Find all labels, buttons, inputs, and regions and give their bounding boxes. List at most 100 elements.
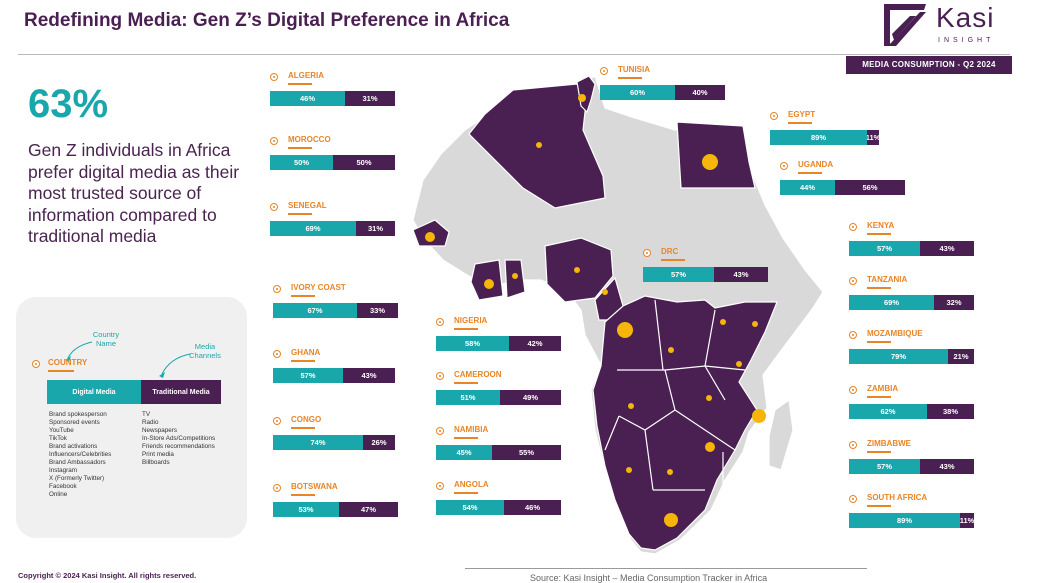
location-pin-icon — [849, 495, 857, 503]
map-region-madagascar — [768, 398, 794, 471]
dot-mozambique — [752, 409, 766, 423]
stacked-bar: 89%11% — [770, 130, 879, 145]
legend-item: Sponsored events — [49, 419, 100, 426]
location-pin-icon — [600, 67, 608, 75]
country-underline — [867, 287, 891, 289]
country-block: ZAMBIA 62% 38% — [849, 384, 974, 426]
dot-ghana — [512, 273, 518, 279]
location-pin-icon — [436, 482, 444, 490]
country-underline — [454, 328, 478, 330]
country-name: DRC — [661, 247, 679, 256]
country-block: BOTSWANA 53% 47% — [273, 482, 398, 524]
legend-panel — [16, 297, 247, 538]
footer-source: Source: Kasi Insight – Media Consumption… — [530, 573, 768, 583]
bar-segment-digital: 79% — [849, 349, 948, 364]
stacked-bar: 89%11% — [849, 513, 974, 528]
country-underline — [867, 341, 891, 343]
location-pin-icon — [273, 350, 281, 358]
legend-traditional-label: Traditional Media — [141, 380, 221, 404]
stacked-bar: 45% 55% — [436, 445, 561, 460]
bar-segment-digital: 57% — [643, 267, 714, 282]
africa-map — [412, 75, 824, 555]
dot-congo — [617, 322, 633, 338]
country-name: ANGOLA — [454, 480, 489, 489]
country-underline — [291, 427, 315, 429]
legend-digital-list: Brand spokesperson Sponsored events YouTub… — [49, 411, 111, 499]
dot-kenya — [752, 321, 758, 327]
country-underline — [288, 83, 312, 85]
legend-item: Brand Ambassadors — [49, 459, 106, 466]
location-pin-icon — [780, 162, 788, 170]
legend-location-icon — [32, 360, 40, 368]
bar-segment-traditional: 43% — [714, 267, 768, 282]
legend-item: Billboards — [142, 459, 170, 466]
bar-segment-digital: 51% — [436, 390, 500, 405]
legend-item: YouTube — [49, 427, 74, 434]
bar-segment-digital: 58% — [436, 336, 509, 351]
country-name: SOUTH AFRICA — [867, 493, 928, 502]
location-pin-icon — [436, 318, 444, 326]
map-region-central-south — [592, 295, 778, 551]
location-pin-icon — [270, 137, 278, 145]
country-name: CONGO — [291, 415, 322, 424]
stacked-bar: 53% 47% — [273, 502, 398, 517]
location-pin-icon — [849, 277, 857, 285]
stacked-bar: 60% 40% — [600, 85, 725, 100]
bar-segment-traditional: 42% — [509, 336, 561, 351]
legend-item: Online — [49, 491, 68, 498]
bar-segment-digital: 62% — [849, 404, 927, 419]
legend-item: In-Store Ads/Competitions — [142, 435, 216, 442]
brand-subtitle: INSIGHT — [938, 37, 995, 44]
bar-segment-traditional: 56% — [835, 180, 905, 195]
bar-segment-digital: 53% — [273, 502, 339, 517]
legend-item: Brand activations — [49, 443, 98, 450]
country-block: ALGERIA 46% 31% — [270, 71, 395, 113]
country-name: KENYA — [867, 221, 895, 230]
country-block: IVORY COAST 67% 33% — [273, 283, 398, 325]
country-block: MOZAMBIQUE 79% 21% — [849, 329, 974, 371]
bar-segment-traditional: 32% — [934, 295, 974, 310]
stacked-bar: 62% 38% — [849, 404, 974, 419]
location-pin-icon — [436, 427, 444, 435]
country-name: CAMEROON — [454, 370, 502, 379]
kasi-logo-icon — [884, 4, 926, 46]
country-name: MOZAMBIQUE — [867, 329, 923, 338]
map-borders — [604, 299, 746, 491]
country-underline — [618, 77, 642, 79]
legend-item: Radio — [142, 419, 159, 426]
stacked-bar: 67% 33% — [273, 303, 398, 318]
bar-segment-digital: 89% — [770, 130, 867, 145]
bar-segment-traditional: 47% — [339, 502, 398, 517]
legend-country-note: Country Name — [92, 330, 120, 348]
location-pin-icon — [273, 484, 281, 492]
country-underline — [661, 259, 685, 261]
brand-name: Kasi — [936, 2, 995, 33]
brand-logo: Kasi INSIGHT — [880, 2, 1020, 52]
country-block: SOUTH AFRICA 89% 11% — [849, 493, 974, 535]
dot-angola — [628, 403, 634, 409]
map-country-dots — [425, 94, 766, 527]
stacked-bar: 74% 26% — [273, 435, 395, 450]
stacked-bar: 69% 31% — [270, 221, 395, 236]
bar-segment-digital: 89% — [849, 513, 960, 528]
dot-tanzania — [736, 361, 742, 367]
legend-underline — [48, 370, 74, 372]
bar-segment-digital: 74% — [273, 435, 363, 450]
country-block: ZIMBABWE 57% 43% — [849, 439, 974, 481]
bar-segment-digital: 57% — [849, 459, 920, 474]
country-underline — [867, 505, 891, 507]
country-underline — [788, 122, 812, 124]
page-title: Redefining Media: Gen Z’s Digital Prefer… — [24, 10, 510, 31]
location-pin-icon — [273, 285, 281, 293]
bar-segment-traditional: 33% — [357, 303, 398, 318]
legend-item: Friends recommendations — [142, 443, 215, 450]
dot-nigeria — [574, 267, 580, 273]
location-pin-icon — [849, 386, 857, 394]
stacked-bar: 50% 50% — [270, 155, 395, 170]
bar-segment-traditional: 43% — [343, 368, 395, 383]
country-name: BOTSWANA — [291, 482, 338, 491]
bar-segment-traditional: 11% — [960, 513, 974, 528]
legend-item: Influencers/Celebrities — [49, 451, 112, 458]
legend-item: TikTok — [49, 435, 67, 442]
bar-segment-traditional: 40% — [675, 85, 725, 100]
